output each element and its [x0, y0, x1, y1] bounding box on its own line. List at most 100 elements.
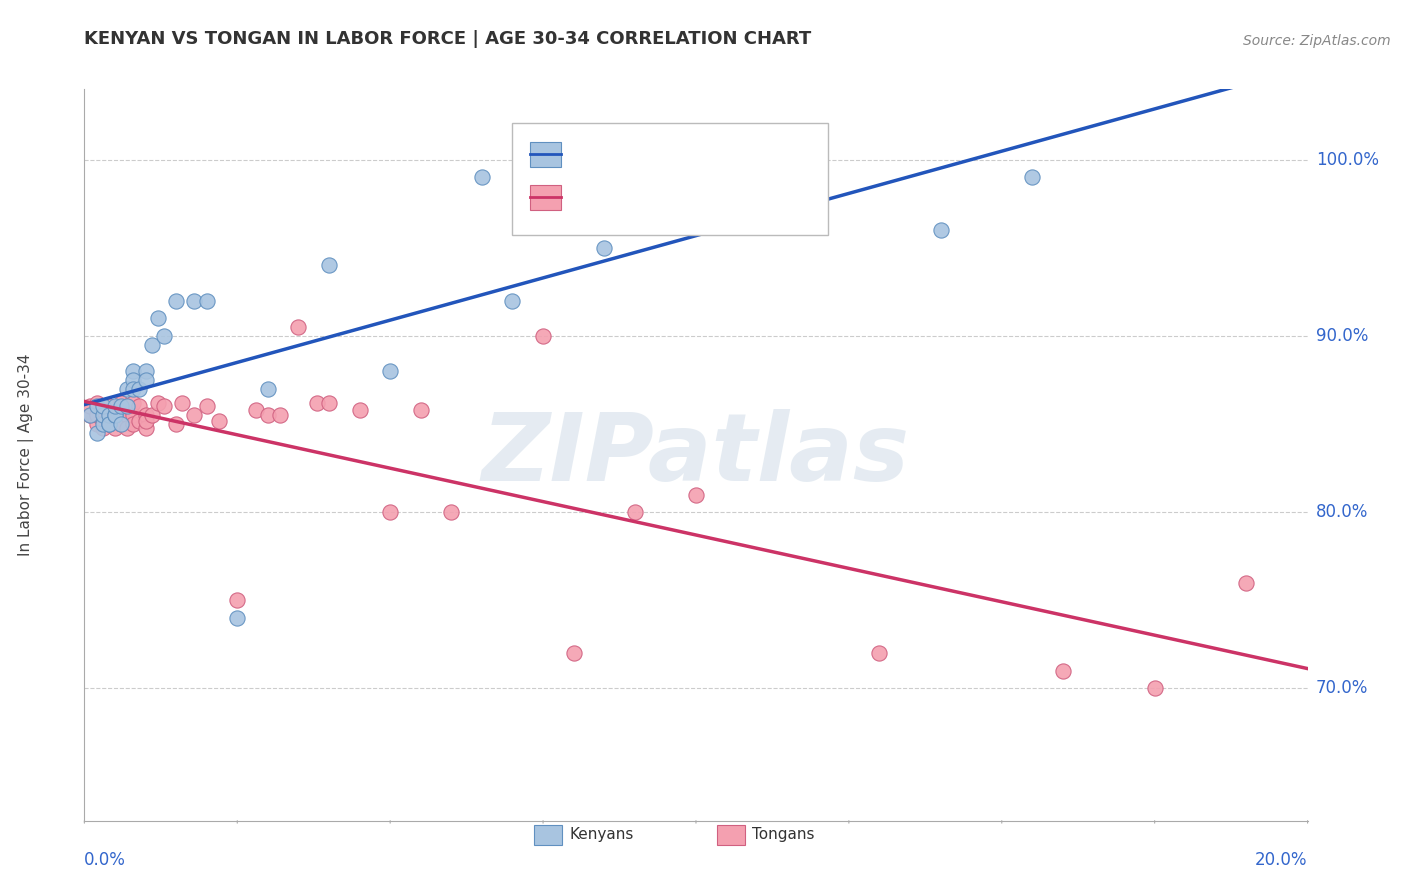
Point — [104, 400, 127, 414]
Point — [97, 400, 120, 414]
Point — [153, 329, 176, 343]
Point — [79, 400, 101, 414]
Point — [115, 420, 138, 434]
Point — [440, 505, 463, 519]
Text: N =: N = — [671, 145, 707, 163]
Point — [141, 409, 163, 423]
Point — [1143, 681, 1166, 696]
Point — [128, 413, 150, 427]
Text: 80.0%: 80.0% — [1316, 503, 1368, 521]
Point — [183, 409, 205, 423]
Point — [122, 417, 145, 431]
Point — [91, 409, 114, 423]
Point — [104, 405, 127, 419]
Point — [146, 311, 169, 326]
Point — [562, 646, 585, 660]
Point — [110, 400, 132, 414]
Point — [141, 338, 163, 352]
Point — [146, 396, 169, 410]
Point — [122, 382, 145, 396]
Point — [305, 396, 328, 410]
Point — [208, 413, 231, 427]
Text: 0.0%: 0.0% — [84, 851, 127, 869]
Text: Source: ZipAtlas.com: Source: ZipAtlas.com — [1243, 34, 1391, 47]
Point — [91, 420, 114, 434]
Point — [97, 417, 120, 431]
Point — [86, 417, 108, 431]
Point — [135, 373, 157, 387]
Point — [110, 409, 132, 423]
Point — [104, 409, 127, 423]
Point — [79, 409, 101, 423]
Point — [654, 205, 676, 219]
Point — [716, 170, 738, 185]
Text: 70.0%: 70.0% — [1316, 680, 1368, 698]
Point — [91, 417, 114, 431]
Point — [128, 382, 150, 396]
Point — [91, 400, 114, 414]
Text: Kenyans: Kenyans — [569, 828, 634, 842]
Point — [104, 413, 127, 427]
Point — [1052, 664, 1074, 678]
Point — [135, 420, 157, 434]
Text: Tongans: Tongans — [752, 828, 814, 842]
Point — [593, 241, 616, 255]
Point — [257, 409, 280, 423]
Point — [471, 170, 494, 185]
Point — [104, 420, 127, 434]
Point — [318, 396, 340, 410]
Point — [269, 409, 291, 423]
Point — [79, 409, 101, 423]
Text: R =: R = — [569, 188, 606, 206]
Point — [86, 396, 108, 410]
Point — [226, 611, 249, 625]
Point — [97, 417, 120, 431]
Point — [869, 646, 891, 660]
Point — [86, 400, 108, 414]
Text: ZIPatlas: ZIPatlas — [482, 409, 910, 501]
Point — [1236, 575, 1258, 590]
Point — [531, 329, 554, 343]
Point — [122, 396, 145, 410]
Point — [110, 396, 132, 410]
Point — [226, 593, 249, 607]
Point — [349, 403, 371, 417]
Point — [380, 505, 402, 519]
Point — [97, 417, 120, 431]
Point — [115, 409, 138, 423]
Point — [115, 400, 138, 414]
Point — [86, 425, 108, 440]
Point — [135, 413, 157, 427]
Text: KENYAN VS TONGAN IN LABOR FORCE | AGE 30-34 CORRELATION CHART: KENYAN VS TONGAN IN LABOR FORCE | AGE 30… — [84, 29, 811, 47]
Point — [502, 293, 524, 308]
Text: R =: R = — [569, 145, 606, 163]
Point — [135, 364, 157, 378]
Text: 20.0%: 20.0% — [1256, 851, 1308, 869]
Point — [91, 413, 114, 427]
Point — [318, 259, 340, 273]
Point — [165, 293, 187, 308]
Point — [245, 403, 267, 417]
Point — [624, 505, 647, 519]
Point — [91, 403, 114, 417]
Point — [122, 364, 145, 378]
Text: 90.0%: 90.0% — [1316, 327, 1368, 345]
Point — [409, 403, 432, 417]
Point — [97, 409, 120, 423]
Point — [115, 382, 138, 396]
Text: 57: 57 — [706, 188, 730, 206]
Point — [287, 320, 309, 334]
Point — [380, 364, 402, 378]
Point — [110, 417, 132, 431]
Point — [122, 409, 145, 423]
Text: N =: N = — [671, 188, 707, 206]
Point — [135, 409, 157, 423]
Point — [110, 417, 132, 431]
Point — [685, 487, 707, 501]
Point — [257, 382, 280, 396]
Point — [183, 293, 205, 308]
Text: 0.463: 0.463 — [603, 145, 662, 163]
Point — [929, 223, 952, 237]
Point — [195, 400, 218, 414]
Point — [86, 409, 108, 423]
